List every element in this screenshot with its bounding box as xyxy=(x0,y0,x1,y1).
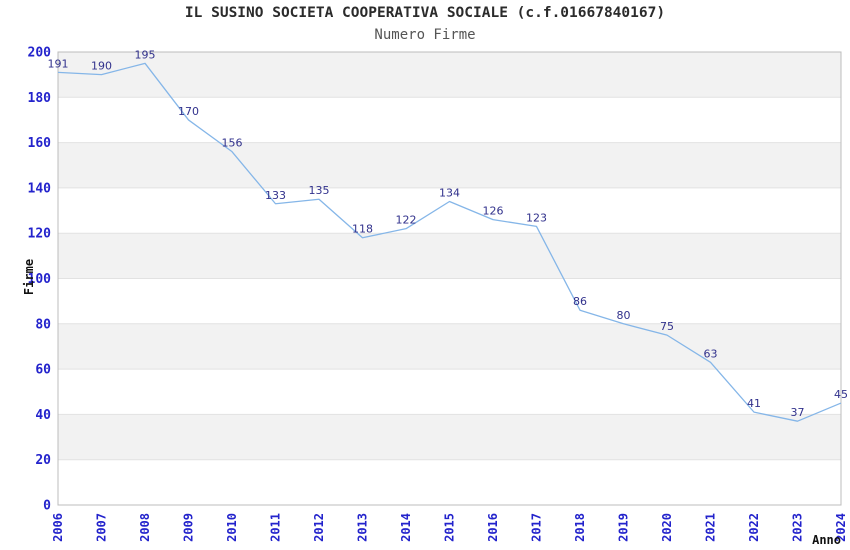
chart-title: IL SUSINO SOCIETA COOPERATIVA SOCIALE (c… xyxy=(184,5,666,21)
point-label: 86 xyxy=(573,295,587,308)
y-tick-label: 100 xyxy=(28,272,52,287)
point-label: 133 xyxy=(265,189,286,202)
x-tick-label: 2019 xyxy=(617,513,631,542)
x-tick-label: 2018 xyxy=(573,513,587,542)
x-tick-label: 2006 xyxy=(51,513,65,542)
point-label: 135 xyxy=(309,184,330,197)
point-label: 156 xyxy=(222,137,243,150)
y-tick-label: 120 xyxy=(28,227,52,242)
x-tick-label: 2009 xyxy=(182,513,196,542)
point-label: 122 xyxy=(396,214,417,227)
x-tick-label: 2010 xyxy=(225,513,239,542)
point-label: 195 xyxy=(135,48,156,61)
y-tick-label: 60 xyxy=(35,363,51,378)
y-tick-label: 80 xyxy=(35,317,51,332)
point-label: 63 xyxy=(704,347,718,360)
y-tick-label: 20 xyxy=(35,453,51,468)
point-label: 170 xyxy=(178,105,199,118)
x-tick-label: 2024 xyxy=(834,513,848,542)
x-tick-label: 2020 xyxy=(660,513,674,542)
plot-band xyxy=(58,233,841,279)
x-tick-label: 2007 xyxy=(95,513,109,542)
x-tick-label: 2012 xyxy=(312,513,326,542)
point-label: 118 xyxy=(352,223,373,236)
plot-band xyxy=(58,414,841,460)
y-tick-label: 200 xyxy=(28,46,52,61)
x-tick-label: 2008 xyxy=(138,513,152,542)
plot-band xyxy=(58,323,841,370)
data-line xyxy=(57,62,842,422)
x-tick-label: 2013 xyxy=(356,513,370,542)
point-label: 45 xyxy=(834,388,848,401)
point-label: 37 xyxy=(791,406,805,419)
point-label: 41 xyxy=(747,397,761,410)
y-tick-label: 40 xyxy=(35,408,51,423)
chart-subtitle: Numero Firme xyxy=(374,27,476,43)
x-tick-label: 2011 xyxy=(269,513,283,542)
point-label: 190 xyxy=(91,60,112,73)
point-label: 80 xyxy=(617,309,631,322)
plot-band xyxy=(58,142,841,188)
point-label: 123 xyxy=(526,211,547,224)
y-tick-label: 180 xyxy=(28,91,52,106)
point-label: 134 xyxy=(439,186,460,199)
plot-border xyxy=(57,51,842,506)
y-axis-title: Firme xyxy=(22,259,36,295)
point-label: 191 xyxy=(48,57,69,70)
x-tick-label: 2022 xyxy=(747,513,761,542)
x-tick-label: 2015 xyxy=(443,513,457,542)
x-tick-label: 2014 xyxy=(399,513,413,542)
x-axis-title: Anno xyxy=(812,533,841,547)
x-tick-label: 2021 xyxy=(704,513,718,542)
x-tick-label: 2016 xyxy=(486,513,500,542)
x-tick-label: 2017 xyxy=(530,513,544,542)
x-tick-label: 2023 xyxy=(791,513,805,542)
y-tick-label: 160 xyxy=(28,136,52,151)
point-label: 126 xyxy=(483,205,504,218)
y-tick-label: 140 xyxy=(28,181,52,196)
point-label: 75 xyxy=(660,320,674,333)
y-tick-label: 0 xyxy=(43,499,51,514)
plot-band xyxy=(58,52,841,98)
